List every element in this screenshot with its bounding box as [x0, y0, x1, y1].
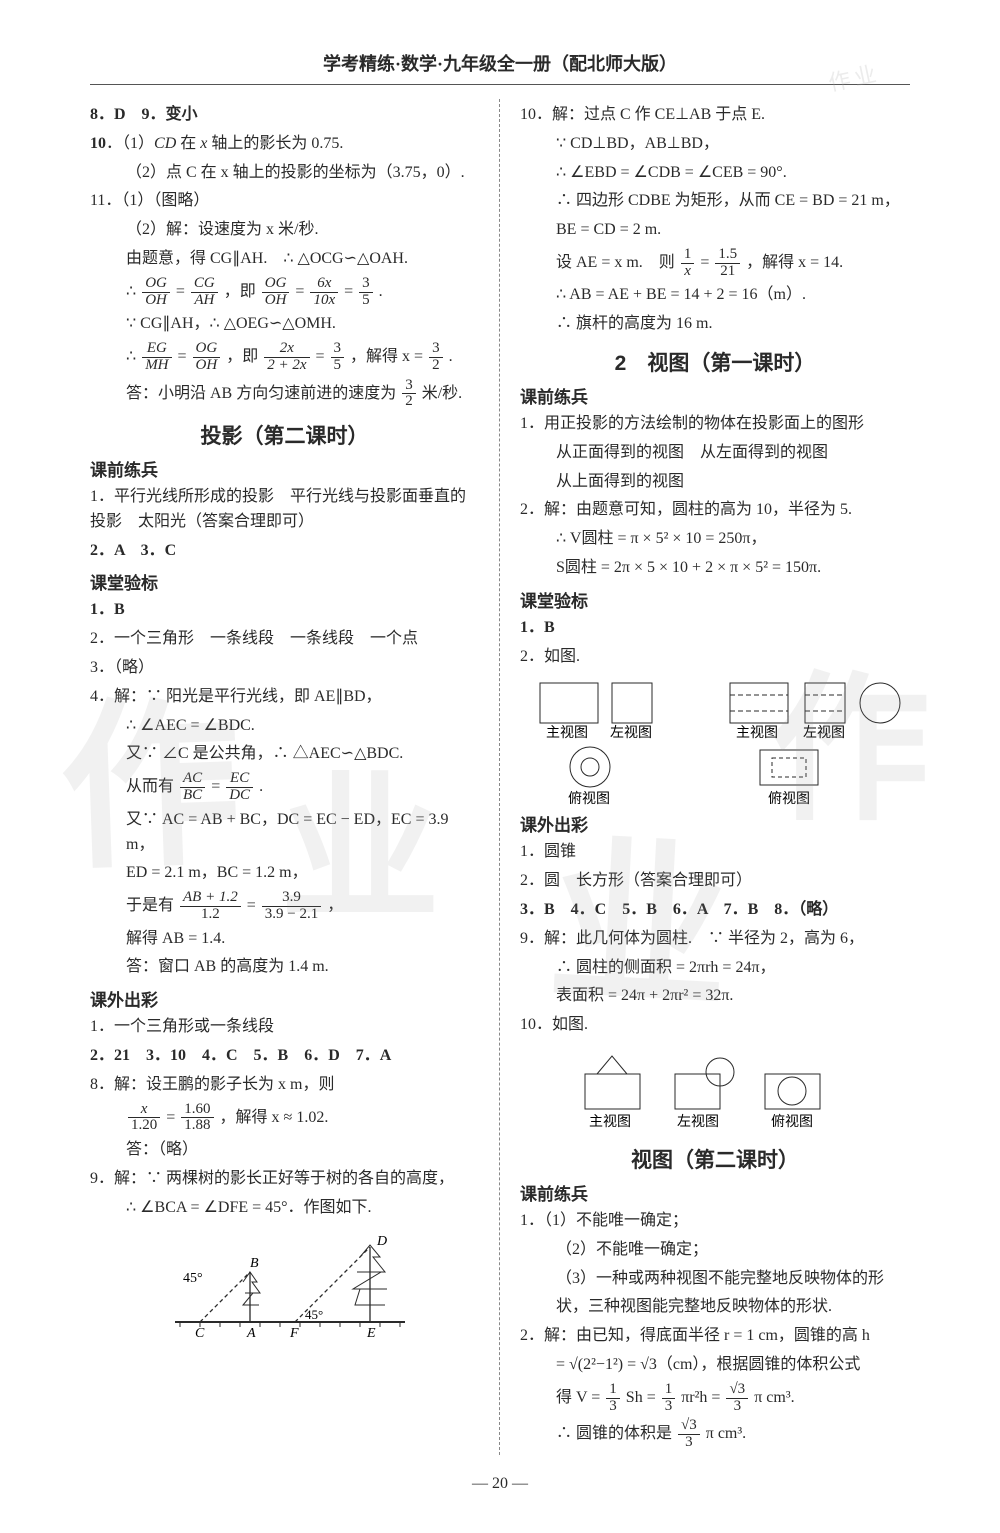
left-column: 8．D 9．变小 10．（1）CD 在 x 轴上的影长为 0.75. （2）点 …: [90, 99, 479, 1455]
r-q1a: 1．用正投影的方法绘制的物体在投影面上的图形: [520, 412, 910, 437]
answer-11f: ∴ EGMH = OGOH ，即 2x2 + 2x = 35 ，解得 x = 3…: [90, 341, 479, 374]
r-q1b: 从正面得到的视图 从左面得到的视图: [520, 441, 910, 466]
r-q1c: 从上面得到的视图: [520, 470, 910, 495]
svg-text:F: F: [289, 1326, 299, 1337]
svg-text:主视图: 主视图: [736, 725, 778, 741]
in-1: 1．B: [90, 598, 479, 623]
r-e2: 2．圆 长方形（答案合理即可）: [520, 869, 910, 894]
r-10c: ∴ ∠EBD = ∠CDB = ∠CEB = 90°.: [520, 161, 910, 186]
svg-text:D: D: [376, 1234, 387, 1249]
r-10d: ∴ 四边形 CDBE 为矩形，从而 CE = BD = 21 m，: [520, 189, 910, 214]
section-title-projection2: 投影（第二课时）: [90, 420, 479, 450]
section-title-view2: 视图（第二课时）: [520, 1144, 910, 1174]
page-footer: — 20 —: [90, 1475, 910, 1493]
r-10g: ∴ AB = AE + BE = 14 + 2 = 16（m）.: [520, 283, 910, 308]
in-4e: 又∵ AC = AB + BC，DC = EC − ED，EC = 3.9 m，: [90, 808, 479, 858]
svg-text:A: A: [246, 1326, 256, 1337]
svg-text:俯视图: 俯视图: [771, 1114, 813, 1130]
answer-11d: ∴ OGOH = CGAH ，即 OGOH = 6x10x = 35 .: [90, 276, 479, 309]
in-4f: ED = 2.1 m，BC = 1.2 m，: [90, 861, 479, 886]
right-column: 10．解：过点 C 作 CE⊥AB 于点 E. ∵ CD⊥BD，AB⊥BD， ∴…: [520, 99, 910, 1455]
section-title-view1: 2 视图（第一课时）: [520, 347, 910, 377]
svg-text:45°: 45°: [305, 1307, 323, 1322]
r-e9b: ∴ 圆柱的侧面积 = 2πrh = 24π，: [520, 956, 910, 981]
svg-text:主视图: 主视图: [546, 725, 588, 741]
r-f2d: ∴ 圆锥的体积是 √33 π cm³.: [520, 1418, 910, 1451]
r-heading-pre2: 课前练兵: [520, 1180, 910, 1205]
answer-10b: （2）点 C 在 x 轴上的投影的坐标为（3.75，0）.: [90, 161, 479, 186]
page-header: 学考精练·数学·九年级全一册（配北师大版）: [90, 50, 910, 85]
r-heading-in: 课堂验标: [520, 587, 910, 612]
in-4h: 解得 AB = 1.4.: [90, 927, 479, 952]
r-heading-out: 课外出彩: [520, 811, 910, 836]
r-e9a: 9．解：此几何体为圆柱. ∵ 半径为 2，高为 6，: [520, 927, 910, 952]
r-f1b: （2）不能唯一确定；: [520, 1238, 910, 1263]
svg-text:C: C: [195, 1326, 205, 1337]
svg-text:左视图: 左视图: [677, 1114, 719, 1130]
r-q2a: 2．解：由题意可知，圆柱的高为 10，半径为 5.: [520, 498, 910, 523]
pre-1: 1．平行光线所形成的投影 平行光线与投影面垂直的投影 太阳光（答案合理即可）: [90, 485, 479, 535]
heading-preclass: 课前练兵: [90, 456, 479, 481]
svg-text:B: B: [250, 1256, 259, 1271]
svg-text:俯视图: 俯视图: [568, 791, 610, 805]
pre-2-3: 2．A 3．C: [90, 539, 479, 564]
r-f2a: 2．解：由已知，得底面半径 r = 1 cm，圆锥的高 h: [520, 1324, 910, 1349]
r-e10: 10．如图.: [520, 1013, 910, 1038]
out-8b: x1.20 = 1.601.88 ，解得 x ≈ 1.02.: [90, 1102, 479, 1135]
r-q2c: S圆柱 = 2π × 5 × 10 + 2 × π × 5² = 150π.: [520, 556, 910, 581]
answer-11c: 由题意，得 CG∥AH. ∴ △OCG∽△OAH.: [90, 247, 479, 272]
svg-text:左视图: 左视图: [803, 725, 845, 741]
in-4a: 4．解：∵ 阳光是平行光线，即 AE∥BD，: [90, 685, 479, 710]
in-4c: 又∵ ∠C 是公共角，∴ △AEC∽△BDC.: [90, 742, 479, 767]
in-4g: 于是有 AB + 1.21.2 = 3.93.9 − 2.1 ，: [90, 890, 479, 923]
svg-text:主视图: 主视图: [589, 1114, 631, 1130]
r-q2b: ∴ V圆柱 = π × 5² × 10 = 250π，: [520, 527, 910, 552]
r-f2b: = √(2²−1²) = √3（cm），根据圆锥的体积公式: [520, 1353, 910, 1378]
column-divider: [499, 99, 500, 1455]
in-4b: ∴ ∠AEC = ∠BDC.: [90, 714, 479, 739]
tree-diagram: 45° B C A 45° D F E: [155, 1227, 415, 1337]
answer-11e: ∵ CG∥AH，∴ △OEG∽△OMH.: [90, 312, 479, 337]
view-diagram-1: 主视图 左视图 俯视图 主视图 左视图 俯视图: [520, 675, 910, 805]
r-e9c: 表面积 = 24π + 2πr² = 32π.: [520, 984, 910, 1009]
svg-text:45°: 45°: [183, 1271, 203, 1286]
answer-11g: 答：小明沿 AB 方向匀速前进的速度为 32 米/秒.: [90, 378, 479, 411]
in-4i: 答：窗口 AB 的高度为 1.4 m.: [90, 955, 479, 980]
svg-text:左视图: 左视图: [610, 725, 652, 741]
r-f1c: （3）一种或两种视图不能完整地反映物体的形: [520, 1267, 910, 1292]
answer-11a: 11．（1）（图略）: [90, 189, 479, 214]
answer-11b: （2）解：设速度为 x 米/秒.: [90, 218, 479, 243]
in-4d: 从而有 ACBC = ECDC .: [90, 771, 479, 804]
in-3: 3．（略）: [90, 656, 479, 681]
r-10e: BE = CD = 2 m.: [520, 218, 910, 243]
out-9b: ∴ ∠BCA = ∠DFE = 45°．作图如下.: [90, 1196, 479, 1221]
svg-text:俯视图: 俯视图: [768, 791, 810, 805]
heading-outclass: 课外出彩: [90, 986, 479, 1011]
out-9a: 9．解：∵ 两棵树的影长正好等于树的各自的高度，: [90, 1167, 479, 1192]
r-k2: 2．如图.: [520, 645, 910, 670]
answer-8-9: 8．D 9．变小: [90, 103, 479, 128]
r-10f: 设 AE = x m. 则 1x = 1.521 ，解得 x = 14.: [520, 247, 910, 280]
out-8c: 答：（略）: [90, 1138, 479, 1163]
r-f2c: 得 V = 13 Sh = 13 πr²h = √33 π cm³.: [520, 1382, 910, 1415]
r-k1: 1．B: [520, 616, 910, 641]
answer-10a: 10．（1）CD 在 x 轴上的影长为 0.75.: [90, 132, 479, 157]
r-f1a: 1．（1）不能唯一确定；: [520, 1209, 910, 1234]
r-f1d: 状，三种视图能完整地反映物体的形状.: [520, 1295, 910, 1320]
view-diagram-2: 主视图 左视图 俯视图: [565, 1044, 865, 1134]
out-2-7: 2．21 3．10 4．C 5．B 6．D 7．A: [90, 1044, 479, 1069]
in-2: 2．一个三角形 一条线段 一条线段 一个点: [90, 627, 479, 652]
heading-inclass: 课堂验标: [90, 569, 479, 594]
r-e1: 1．圆锥: [520, 840, 910, 865]
r-heading-pre: 课前练兵: [520, 383, 910, 408]
r-e3: 3．B 4．C 5．B 6．A 7．B 8．（略）: [520, 898, 910, 923]
svg-text:E: E: [366, 1326, 376, 1337]
r-10h: ∴ 旗杆的高度为 16 m.: [520, 312, 910, 337]
out-1: 1．一个三角形或一条线段: [90, 1015, 479, 1040]
out-8a: 8．解：设王鹏的影子长为 x m，则: [90, 1073, 479, 1098]
